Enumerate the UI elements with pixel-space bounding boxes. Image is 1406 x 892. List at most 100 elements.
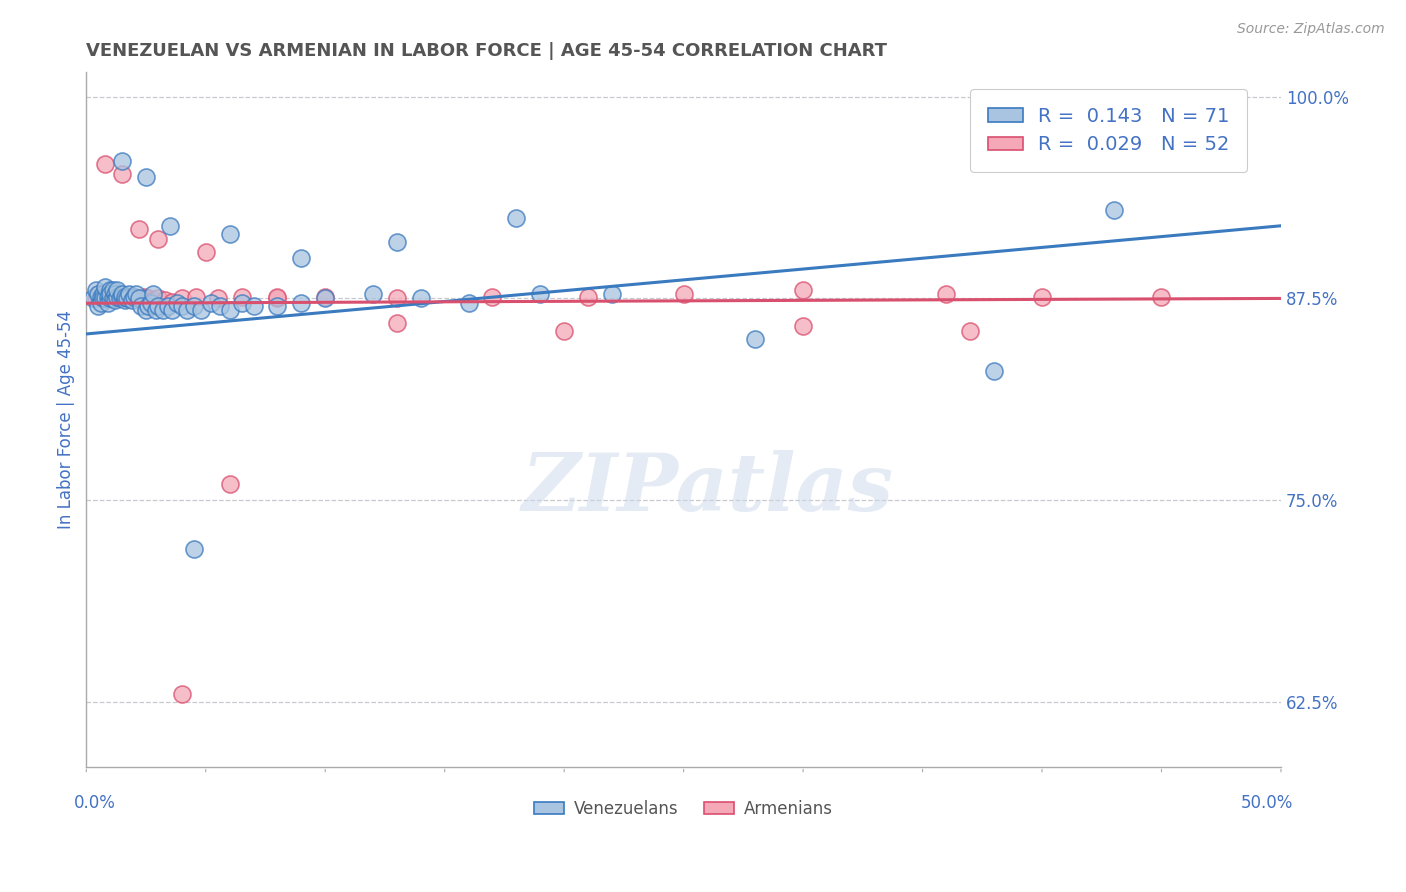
Point bbox=[91, 286, 114, 301]
Point bbox=[146, 232, 169, 246]
Legend: Venezuelans, Armenians: Venezuelans, Armenians bbox=[527, 793, 839, 824]
Point bbox=[385, 316, 408, 330]
Point bbox=[138, 300, 160, 314]
Point bbox=[266, 292, 288, 306]
Point bbox=[111, 167, 134, 181]
Point bbox=[105, 292, 128, 306]
Point bbox=[101, 284, 124, 298]
Point bbox=[111, 290, 134, 304]
Point bbox=[266, 300, 288, 314]
Text: 50.0%: 50.0% bbox=[1240, 795, 1294, 813]
Point bbox=[744, 332, 766, 346]
Point bbox=[108, 290, 131, 304]
Point bbox=[105, 284, 128, 298]
Point bbox=[242, 300, 264, 314]
Point bbox=[153, 293, 176, 307]
Point bbox=[159, 219, 181, 233]
Text: Source: ZipAtlas.com: Source: ZipAtlas.com bbox=[1237, 22, 1385, 37]
Point bbox=[104, 286, 127, 301]
Point bbox=[145, 302, 167, 317]
Point bbox=[672, 286, 695, 301]
Point bbox=[162, 294, 184, 309]
Point bbox=[121, 292, 143, 306]
Point bbox=[481, 290, 503, 304]
Point bbox=[97, 292, 120, 306]
Point bbox=[111, 292, 134, 306]
Point bbox=[200, 296, 222, 310]
Point bbox=[87, 286, 110, 301]
Point bbox=[186, 290, 208, 304]
Point bbox=[1150, 290, 1173, 304]
Point bbox=[111, 286, 134, 301]
Point bbox=[314, 292, 336, 306]
Point bbox=[90, 290, 112, 304]
Point bbox=[128, 222, 150, 236]
Point bbox=[218, 227, 240, 241]
Point bbox=[129, 300, 152, 314]
Point bbox=[194, 244, 217, 259]
Point bbox=[114, 293, 136, 307]
Point bbox=[176, 302, 198, 317]
Point bbox=[231, 290, 253, 304]
Point bbox=[128, 292, 150, 306]
Point bbox=[111, 154, 134, 169]
Point bbox=[361, 286, 384, 301]
Point bbox=[314, 290, 336, 304]
Point bbox=[98, 292, 121, 306]
Point bbox=[104, 293, 127, 307]
Point bbox=[90, 290, 112, 304]
Point bbox=[983, 364, 1005, 378]
Point bbox=[166, 296, 188, 310]
Point bbox=[108, 292, 131, 306]
Point bbox=[122, 290, 145, 304]
Y-axis label: In Labor Force | Age 45-54: In Labor Force | Age 45-54 bbox=[58, 310, 75, 529]
Point bbox=[792, 284, 814, 298]
Point bbox=[162, 302, 184, 317]
Point bbox=[290, 296, 312, 310]
Point bbox=[101, 292, 124, 306]
Point bbox=[142, 293, 165, 307]
Point bbox=[82, 292, 104, 306]
Point bbox=[170, 687, 193, 701]
Point bbox=[98, 284, 121, 298]
Point bbox=[101, 292, 124, 306]
Point bbox=[409, 292, 432, 306]
Point bbox=[97, 296, 120, 310]
Point bbox=[98, 286, 121, 301]
Point bbox=[385, 292, 408, 306]
Point bbox=[98, 290, 121, 304]
Point bbox=[91, 286, 114, 301]
Point bbox=[190, 302, 212, 317]
Point bbox=[183, 541, 205, 556]
Point bbox=[1031, 290, 1053, 304]
Point bbox=[122, 290, 145, 304]
Point bbox=[115, 292, 138, 306]
Point bbox=[94, 157, 117, 171]
Point bbox=[135, 302, 157, 317]
Point bbox=[935, 286, 957, 301]
Point bbox=[97, 290, 120, 304]
Point bbox=[146, 292, 169, 306]
Point bbox=[104, 290, 127, 304]
Point bbox=[553, 324, 575, 338]
Point bbox=[218, 477, 240, 491]
Point bbox=[576, 290, 599, 304]
Point bbox=[94, 290, 117, 304]
Point bbox=[105, 290, 128, 304]
Point bbox=[290, 251, 312, 265]
Point bbox=[152, 302, 174, 317]
Point bbox=[209, 300, 232, 314]
Point bbox=[457, 296, 479, 310]
Point bbox=[146, 300, 169, 314]
Point bbox=[266, 290, 288, 304]
Point bbox=[529, 286, 551, 301]
Point bbox=[132, 290, 155, 304]
Text: ZIPatlas: ZIPatlas bbox=[522, 450, 894, 528]
Point bbox=[505, 211, 527, 225]
Point bbox=[94, 280, 117, 294]
Point bbox=[87, 286, 110, 301]
Point bbox=[170, 300, 193, 314]
Point bbox=[207, 292, 229, 306]
Point bbox=[114, 290, 136, 304]
Point bbox=[138, 292, 160, 306]
